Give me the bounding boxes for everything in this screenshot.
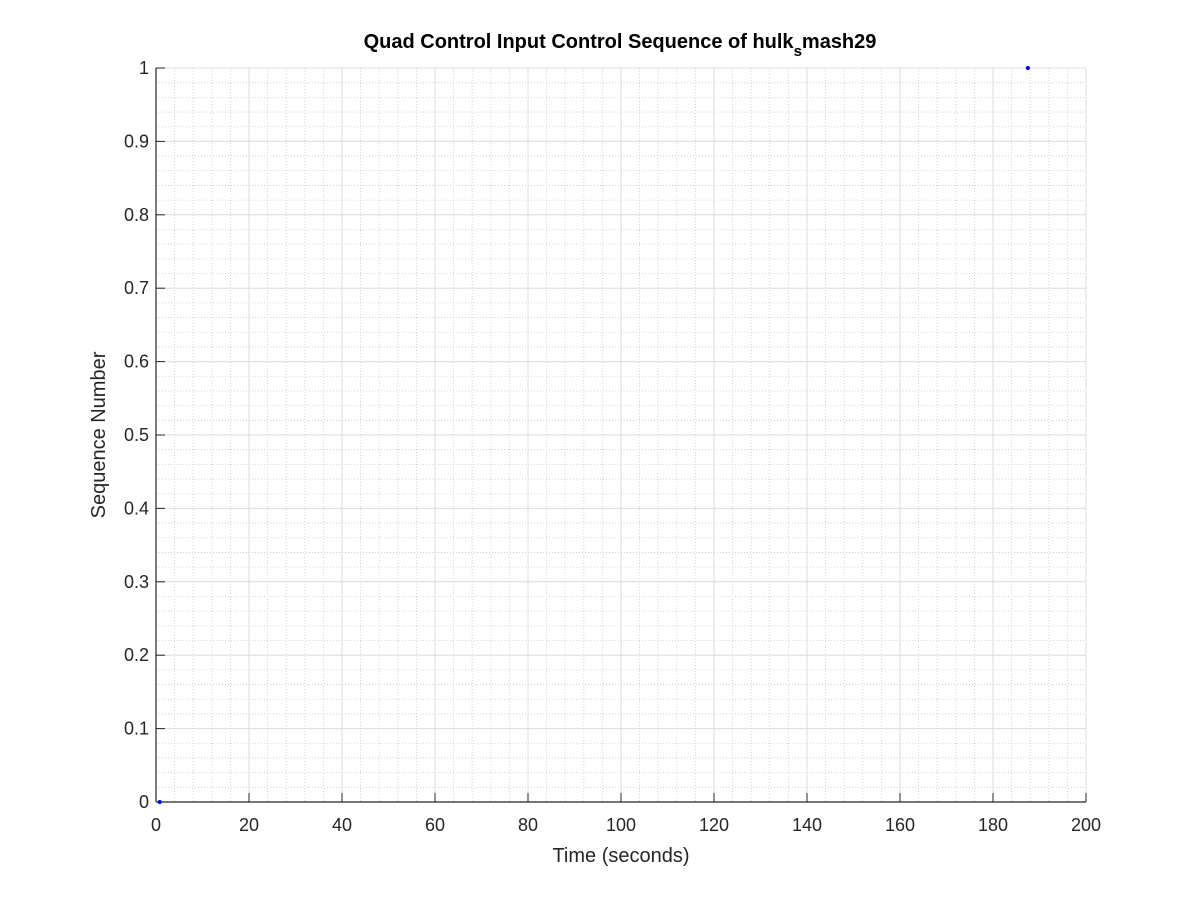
- y-tick-label: 0.3: [124, 572, 149, 592]
- y-tick-label: 0.9: [124, 131, 149, 151]
- x-tick-label: 60: [425, 815, 445, 835]
- chart-title-main: Quad Control Input Control Sequence of h…: [364, 31, 795, 53]
- y-tick-label: 0.1: [124, 719, 149, 739]
- y-tick-label: 1: [139, 58, 149, 78]
- data-point: [157, 800, 162, 804]
- chart-title-suffix: mash29: [802, 31, 877, 53]
- x-tick-label: 200: [1071, 815, 1101, 835]
- x-tick-label: 40: [332, 815, 352, 835]
- x-tick-label: 80: [518, 815, 538, 835]
- data-point: [1025, 66, 1030, 70]
- y-tick-label: 0.6: [124, 352, 149, 372]
- x-tick-label: 180: [978, 815, 1008, 835]
- chart-title: Quad Control Input Control Sequence of h…: [364, 31, 877, 60]
- tick-labels: 0 20 40 60 80 100 120 140 160 180 200 0 0.1 0.2 0.3 0.4…: [124, 58, 1101, 835]
- x-tick-label: 0: [151, 815, 161, 835]
- y-tick-label: 0.2: [124, 645, 149, 665]
- data-points: [157, 66, 1030, 804]
- y-axis-label: Sequence Number: [88, 351, 110, 518]
- x-tick-label: 120: [699, 815, 729, 835]
- ticks: [155, 67, 1087, 803]
- y-tick-label: 0.7: [124, 278, 149, 298]
- x-axis-label: Time (seconds): [552, 845, 689, 867]
- chart-title-subscript: s: [794, 43, 802, 60]
- y-tick-label: 0: [139, 792, 149, 812]
- major-grid: [155, 67, 1087, 803]
- x-tick-label: 160: [885, 815, 915, 835]
- y-tick-label: 0.8: [124, 205, 149, 225]
- x-tick-label: 100: [606, 815, 636, 835]
- y-tick-label: 0.4: [124, 498, 149, 518]
- y-tick-label: 0.5: [124, 425, 149, 445]
- x-tick-label: 20: [239, 815, 259, 835]
- x-tick-label: 140: [792, 815, 822, 835]
